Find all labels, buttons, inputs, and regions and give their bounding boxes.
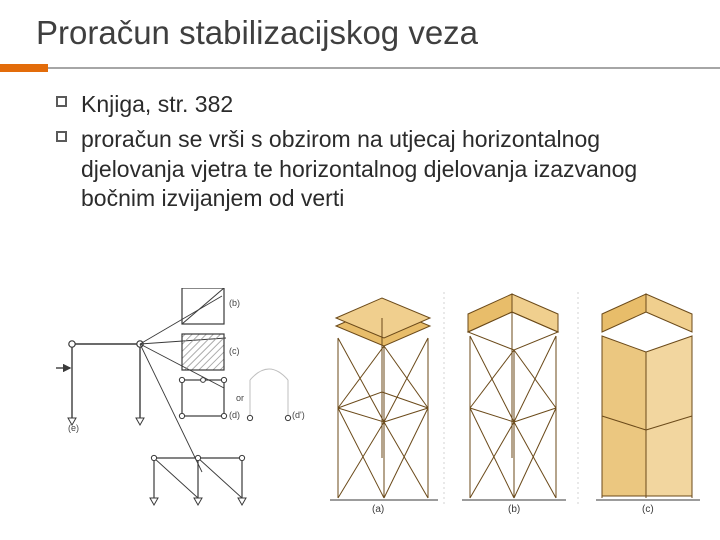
label-b: (b) [229,298,240,308]
bullet-text: Knjiga, str. 382 [81,90,233,119]
bullet-text: proračun se vrši s obzirom na utjecaj ho… [81,125,676,213]
iso-a [330,298,438,500]
diagram-b [182,288,224,324]
diagram-d [179,377,226,418]
diagram-c-lower [150,455,246,505]
page-title: Proračun stabilizacijskog veza [36,14,720,52]
caption-b: (b) [508,504,520,515]
diagram-c [182,334,224,370]
bullet-icon [56,96,67,107]
figure-right: (a) (b) (c) [312,288,714,524]
caption-c: (c) [642,504,654,515]
label-or: or [236,393,244,403]
connector-lines [140,296,226,472]
list-item: Knjiga, str. 382 [56,90,676,119]
diagram-frame-e [56,341,144,425]
iso-b [462,294,566,500]
title-rule [0,64,720,72]
bullet-icon [56,131,67,142]
figures-area: (b) (c) (d) or (d') (e) [54,288,694,524]
list-item: proračun se vrši s obzirom na utjecaj ho… [56,125,676,213]
figure-left: (b) (c) (d) or (d') (e) [54,288,304,508]
label-c: (c) [229,346,240,356]
caption-a: (a) [372,504,384,515]
bullet-list: Knjiga, str. 382 proračun se vrši s obzi… [0,72,720,214]
diagram-or [247,369,290,421]
label-d: (d) [229,410,240,420]
label-d2: (d') [292,410,305,420]
label-e: (e) [68,423,79,433]
iso-c [596,294,700,500]
